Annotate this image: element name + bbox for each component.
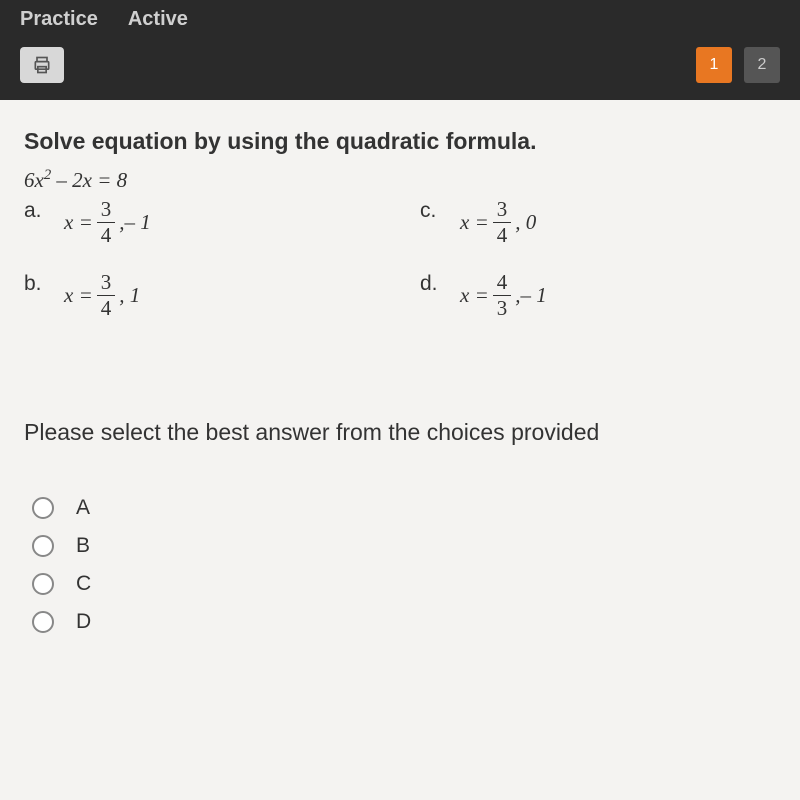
header-bar: Practice Active 1 2 [0,0,800,100]
choice-letter-c: c. [420,199,442,223]
choice-math-b: x = 3 4 , 1 [64,272,140,319]
choice-c-prefix: x = [460,210,489,235]
choice-math-a: x = 3 4 ,– 1 [64,199,151,246]
choice-a-denominator: 4 [97,223,116,246]
print-button[interactable] [20,47,64,83]
answer-option-d[interactable]: D [32,610,776,634]
tab-row: Practice Active [10,0,790,47]
fraction: 3 4 [97,272,116,319]
choice-b-suffix: , 1 [119,283,140,308]
page-button-1[interactable]: 1 [696,47,732,83]
choice-a-numerator: 3 [97,199,116,223]
content-area: Solve equation by using the quadratic fo… [0,100,800,800]
answer-options: A B C D [24,496,776,634]
answer-label-a: A [76,496,90,520]
equation-mid: – 2x = [51,168,117,192]
equation-rhs: 8 [117,168,128,192]
fraction: 4 3 [493,272,512,319]
answer-option-b[interactable]: B [32,534,776,558]
page-button-2[interactable]: 2 [744,47,780,83]
radio-d[interactable] [32,611,54,633]
question-equation: 6x2 – 2x = 8 [24,167,776,193]
choice-d-suffix: ,– 1 [515,283,547,308]
choice-c-suffix: , 0 [515,210,536,235]
answer-label-b: B [76,534,90,558]
answer-option-a[interactable]: A [32,496,776,520]
choice-c: c. x = 3 4 , 0 [420,199,776,246]
equation-lhs: 6x [24,168,44,192]
choice-letter-a: a. [24,199,46,223]
choice-b-numerator: 3 [97,272,116,296]
instructions-text: Please select the best answer from the c… [24,419,776,446]
choice-a-suffix: ,– 1 [119,210,151,235]
choice-c-denominator: 4 [493,223,512,246]
answer-option-c[interactable]: C [32,572,776,596]
answer-label-c: C [76,572,91,596]
printer-icon [31,55,53,75]
choice-d-denominator: 3 [493,296,512,319]
tab-active[interactable]: Active [128,8,188,31]
pagination: 1 2 [696,47,780,83]
radio-c[interactable] [32,573,54,595]
choice-d-numerator: 4 [493,272,512,296]
choice-c-numerator: 3 [493,199,512,223]
choice-a-prefix: x = [64,210,93,235]
choice-math-d: x = 4 3 ,– 1 [460,272,547,319]
answer-label-d: D [76,610,91,634]
choice-d-prefix: x = [460,283,489,308]
choice-letter-b: b. [24,272,46,296]
radio-b[interactable] [32,535,54,557]
choice-b-prefix: x = [64,283,93,308]
choice-a: a. x = 3 4 ,– 1 [24,199,380,246]
fraction: 3 4 [97,199,116,246]
choice-b-denominator: 4 [97,296,116,319]
question-title: Solve equation by using the quadratic fo… [24,128,776,155]
tab-practice[interactable]: Practice [20,8,98,31]
toolbar: 1 2 [10,47,790,83]
choice-b: b. x = 3 4 , 1 [24,272,380,319]
choices-grid: a. x = 3 4 ,– 1 c. x = 3 4 , 0 [24,199,776,319]
choice-letter-d: d. [420,272,442,296]
fraction: 3 4 [493,199,512,246]
choice-d: d. x = 4 3 ,– 1 [420,272,776,319]
choice-math-c: x = 3 4 , 0 [460,199,536,246]
radio-a[interactable] [32,497,54,519]
